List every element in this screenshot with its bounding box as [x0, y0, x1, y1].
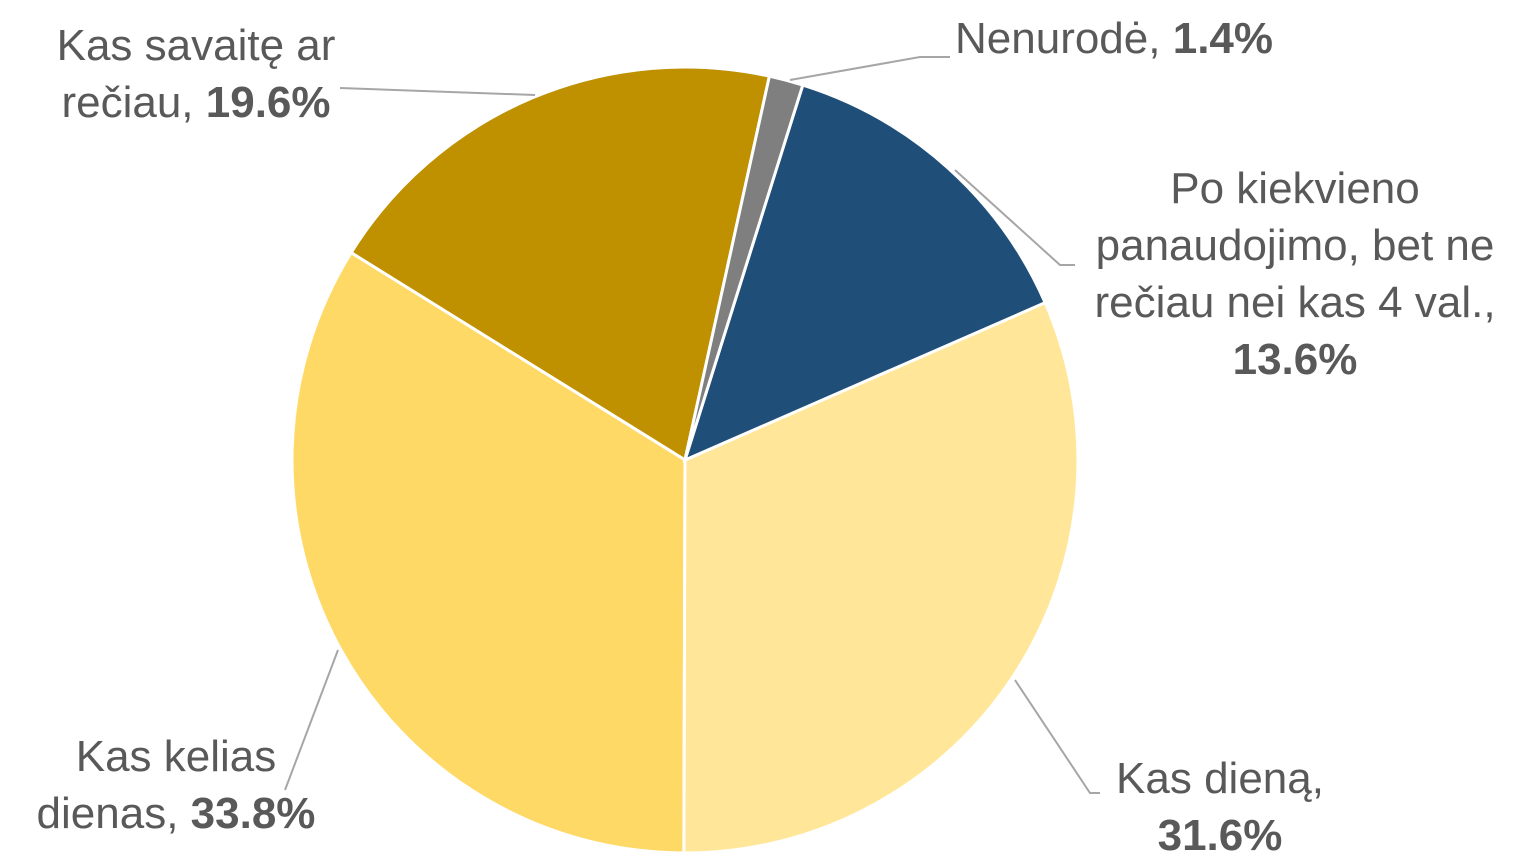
category-label: Po kiekvieno panaudojimo, bet ne rečiau …: [1094, 164, 1496, 327]
pie-slice: [290, 250, 687, 854]
category-label: Kas kelias dienas,: [36, 732, 277, 838]
pie-slice: [682, 300, 1080, 854]
category-label: Kas savaitę ar rečiau,: [56, 21, 336, 127]
value-label: 31.6%: [1157, 811, 1283, 860]
value-label: 13.6%: [1232, 335, 1358, 384]
value-label: 1.4%: [1172, 14, 1274, 63]
leader-line: [284, 649, 339, 791]
leader-line: [954, 169, 1075, 266]
data-label: Kas dieną, 31.6%: [1060, 750, 1380, 864]
pie-slice: [349, 65, 772, 463]
leader-line: [789, 56, 950, 81]
data-label: Nenurodė, 1.4%: [955, 10, 1515, 67]
category-label: Kas dieną,: [1116, 754, 1324, 803]
pie-slice: [682, 83, 1048, 463]
leader-lines: [284, 56, 1100, 794]
value-label: 19.6%: [205, 78, 331, 127]
data-label: Kas savaitę ar rečiau, 19.6%: [20, 17, 372, 131]
data-label: Kas kelias dienas, 33.8%: [0, 728, 352, 842]
leader-line: [339, 87, 536, 96]
leader-line: [1014, 679, 1100, 794]
category-label: Nenurodė,: [955, 14, 1161, 63]
data-label: Po kiekvieno panaudojimo, bet ne rečiau …: [1060, 160, 1519, 388]
pie-slice: [683, 74, 805, 461]
value-label: 33.8%: [190, 789, 316, 838]
